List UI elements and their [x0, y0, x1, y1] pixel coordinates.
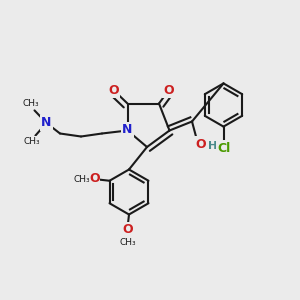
Text: O: O — [196, 137, 206, 151]
Text: N: N — [41, 116, 52, 130]
Text: CH₃: CH₃ — [119, 238, 136, 247]
Text: O: O — [122, 223, 133, 236]
Text: N: N — [122, 123, 133, 136]
Text: Cl: Cl — [217, 142, 230, 155]
Text: O: O — [89, 172, 100, 184]
Text: H: H — [208, 141, 217, 152]
Text: CH₃: CH₃ — [73, 175, 90, 184]
Text: CH₃: CH₃ — [23, 136, 40, 146]
Text: CH₃: CH₃ — [22, 99, 39, 108]
Text: O: O — [108, 83, 119, 97]
Text: O: O — [164, 83, 174, 97]
